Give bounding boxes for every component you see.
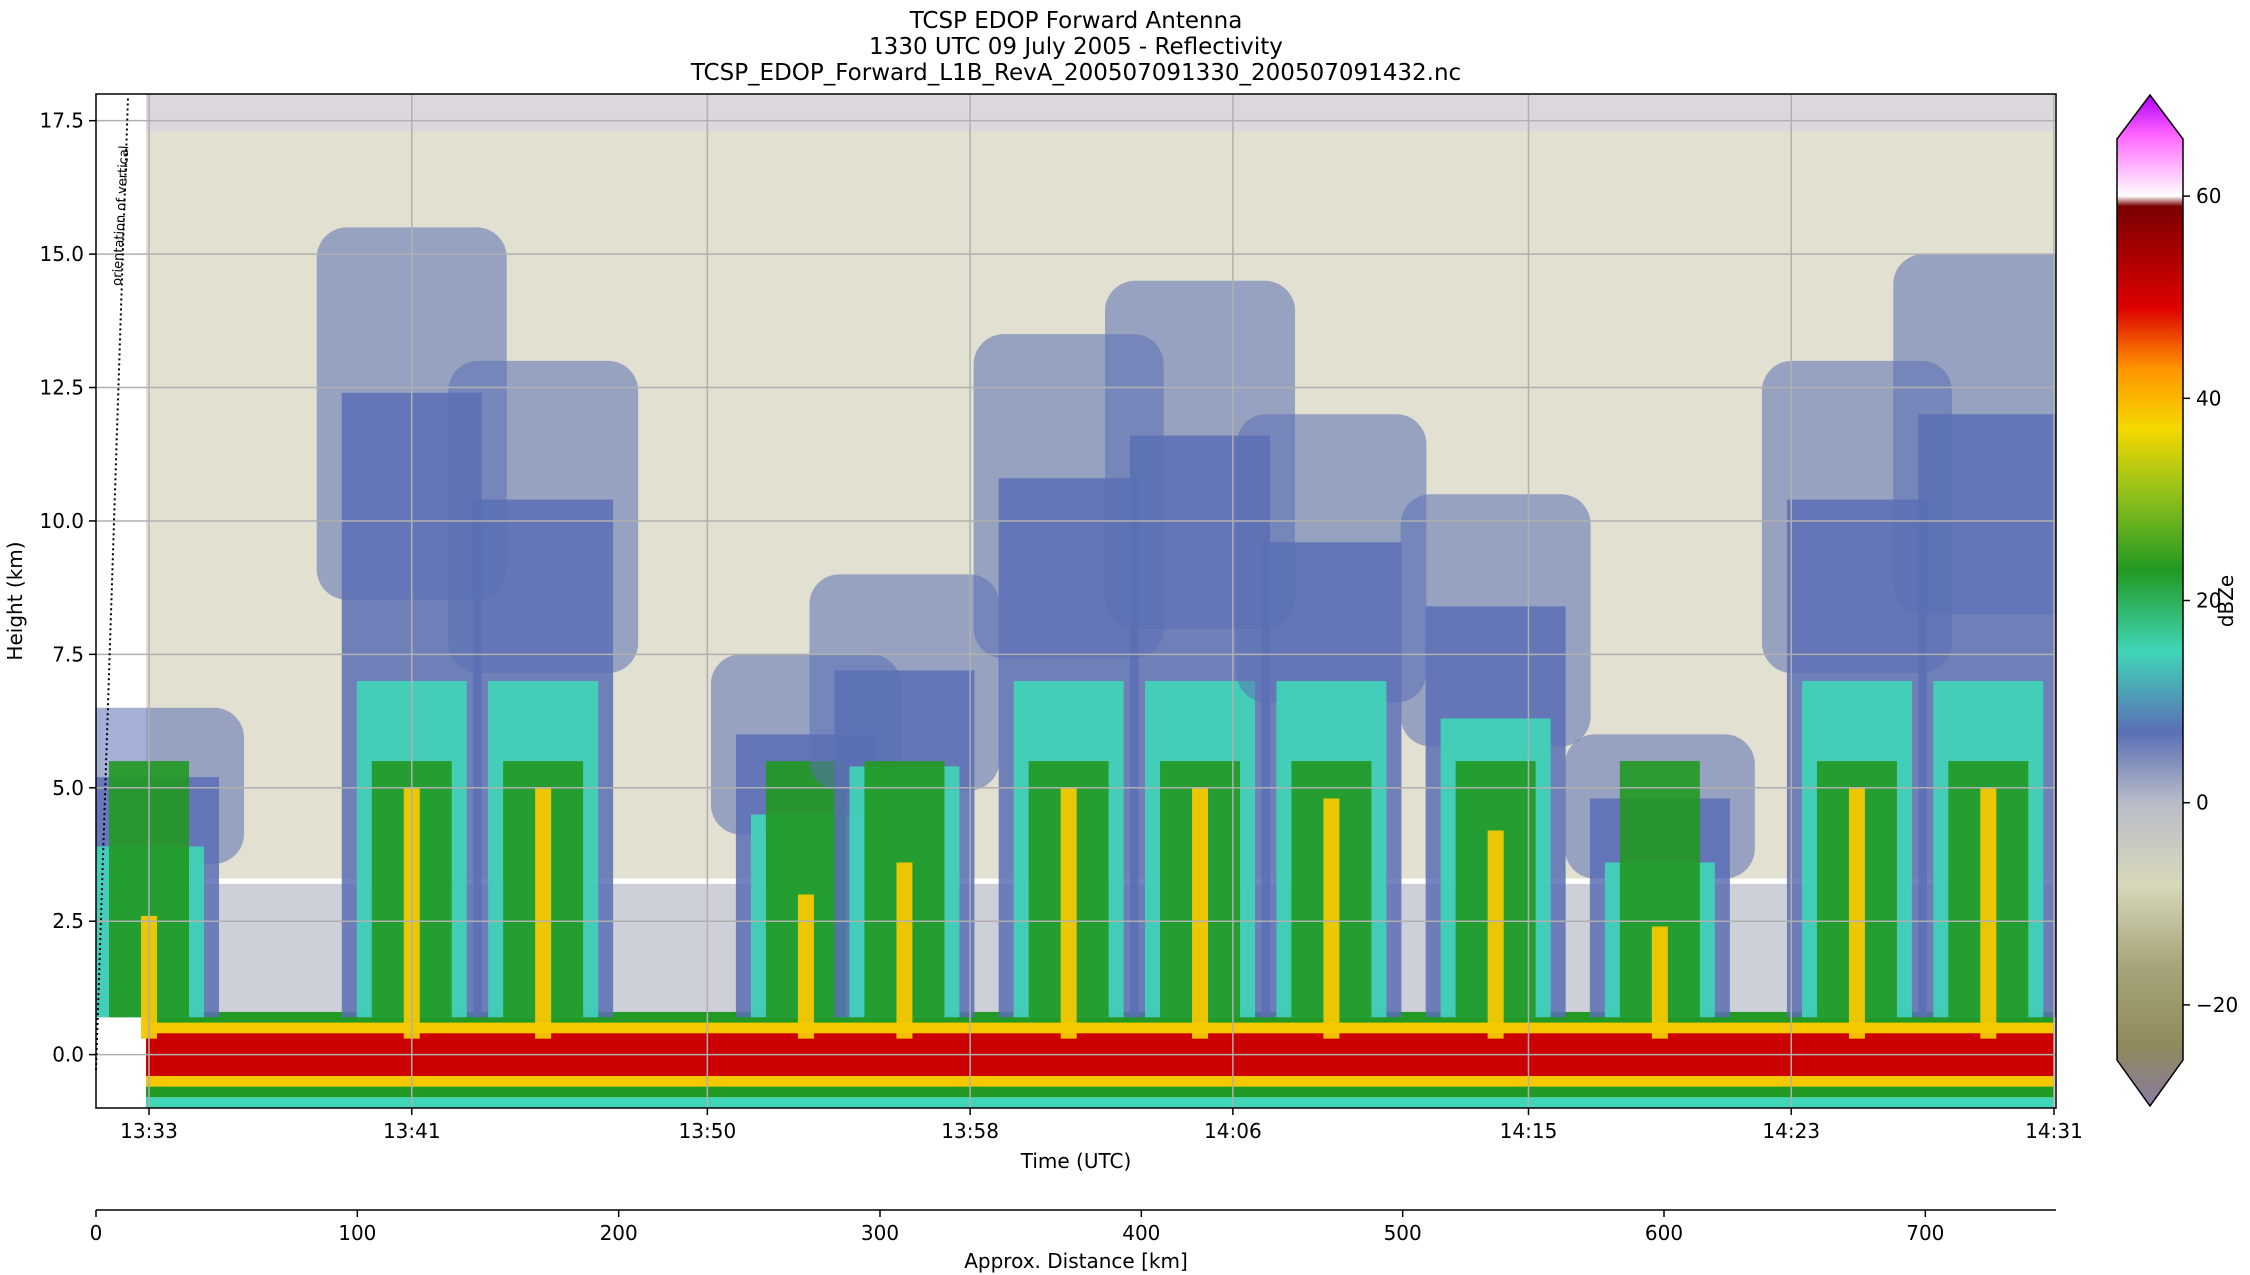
- distance-tick-label: 100: [338, 1221, 376, 1245]
- plot-area: orientation of vertical 0.0 2.5 5.0 7.5 10.0…: [3, 93, 2083, 1173]
- colorbar-tick-label: 40: [2196, 386, 2221, 410]
- distance-axis-label: Approx. Distance [km]: [964, 1249, 1188, 1273]
- title-line-1: TCSP EDOP Forward Antenna: [909, 8, 1243, 34]
- title-line-2: 1330 UTC 09 July 2005 - Reflectivity: [869, 34, 1283, 60]
- y-tick-label: 7.5: [52, 642, 84, 666]
- colorbar: 60 40 20 0 −20 dBZe: [2116, 93, 2238, 1108]
- x-tick-label: 13:50: [679, 1119, 737, 1143]
- y-axis-ticks: 0.0 2.5 5.0 7.5 10.0 12.5 15.0 17.5: [39, 109, 96, 1067]
- orientation-of-vertical-label: orientation of vertical: [110, 145, 132, 286]
- x-tick-label: 13:41: [383, 1119, 441, 1143]
- y-tick-label: 12.5: [39, 376, 84, 400]
- x-tick-label: 14:06: [1204, 1119, 1262, 1143]
- colorbar-body: [2116, 93, 2184, 1108]
- y-tick-label: 15.0: [39, 242, 84, 266]
- reflectivity-heatmap: [96, 94, 2056, 1108]
- plot-frame: [95, 93, 2057, 1109]
- colorbar-tick-label: 20: [2196, 589, 2221, 613]
- distance-tick-label: 0: [90, 1221, 103, 1245]
- y-tick-label: 10.0: [39, 509, 84, 533]
- column-core: [1980, 787, 1997, 1039]
- x-tick-label: 14:23: [1762, 1119, 1820, 1143]
- x-axis-ticks: 13:33 13:41 13:50 13:58 14:06 14:15 14:23 14:31: [120, 1108, 2083, 1143]
- column-core: [1487, 830, 1504, 1039]
- noise-top-band: [146, 94, 2054, 132]
- y-tick-label: 5.0: [52, 776, 84, 800]
- column-core: [1192, 787, 1209, 1039]
- colorbar-ticks: 60 40 20 0 −20: [2183, 184, 2238, 1017]
- gridlines: [96, 94, 2056, 1108]
- title: TCSP EDOP Forward Antenna 1330 UTC 09 Ju…: [690, 8, 1461, 86]
- column-core: [896, 862, 913, 1039]
- x-tick-label: 13:58: [941, 1119, 999, 1143]
- column-core: [1848, 787, 1865, 1039]
- distance-axis: 0 100 200 300 400 500 600 700 Approx. Distance …: [90, 1209, 2056, 1273]
- y-tick-label: 2.5: [52, 909, 84, 933]
- column-core: [1323, 798, 1340, 1039]
- colorbar-tick-label: 60: [2196, 184, 2221, 208]
- column-core: [1651, 926, 1668, 1039]
- y-tick-label: 0.0: [52, 1043, 84, 1067]
- column-core: [1060, 787, 1077, 1039]
- x-axis-label: Time (UTC): [1020, 1149, 1132, 1173]
- colorbar-tick-label: −20: [2196, 993, 2238, 1017]
- distance-tick-label: 600: [1645, 1221, 1683, 1245]
- x-tick-label: 14:15: [1500, 1119, 1558, 1143]
- distance-tick-label: 400: [1122, 1221, 1160, 1245]
- distance-tick-label: 200: [600, 1221, 638, 1245]
- distance-tick-label: 300: [861, 1221, 899, 1245]
- column-core: [797, 894, 814, 1039]
- x-tick-label: 14:31: [2025, 1119, 2083, 1143]
- distance-axis-ticks: 0 100 200 300 400 500 600 700: [90, 1210, 1944, 1245]
- distance-tick-label: 700: [1906, 1221, 1944, 1245]
- y-axis-label: Height (km): [3, 541, 27, 660]
- below-surface-band: [146, 1097, 2054, 1108]
- title-line-3: TCSP_EDOP_Forward_L1B_RevA_200507091330_…: [690, 60, 1461, 86]
- distance-tick-label: 500: [1384, 1221, 1422, 1245]
- colorbar-label: dBZe: [2214, 575, 2238, 627]
- y-tick-label: 17.5: [39, 109, 84, 133]
- column-core: [535, 787, 552, 1039]
- x-tick-label: 13:33: [120, 1119, 178, 1143]
- colorbar-tick-label: 0: [2196, 791, 2209, 815]
